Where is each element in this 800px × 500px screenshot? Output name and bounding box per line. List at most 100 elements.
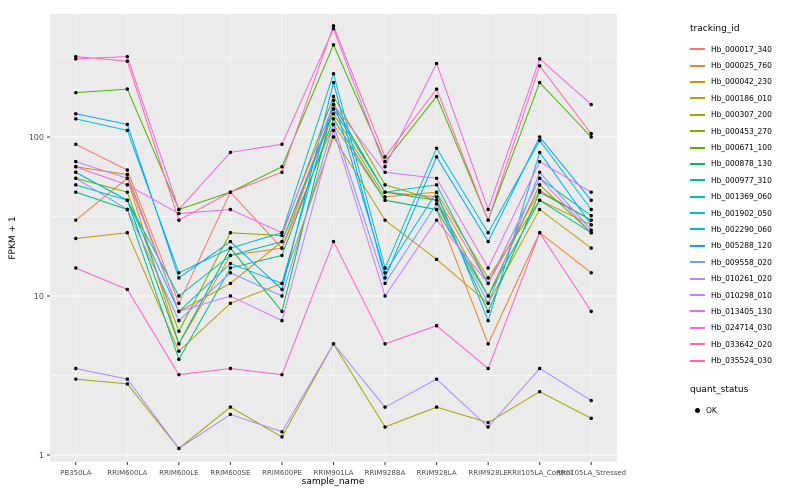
data-point	[537, 159, 542, 164]
x-tick-label: RRIM928LA	[417, 469, 457, 477]
data-point	[125, 198, 130, 202]
data-point	[125, 183, 130, 187]
data-point	[177, 276, 181, 280]
data-point	[74, 142, 78, 146]
x-tick-label: RRII105LA_Stressed	[556, 469, 626, 477]
legend-line-swatch	[690, 146, 705, 149]
data-point	[486, 366, 490, 371]
data-point	[589, 398, 593, 403]
data-point	[228, 412, 233, 417]
data-point	[125, 190, 130, 194]
legend-label: Hb_000307_200	[711, 110, 772, 120]
legend-item: Hb_024714_030	[690, 320, 798, 336]
data-point	[74, 218, 78, 222]
black-point-icon	[695, 407, 700, 413]
data-point	[74, 236, 78, 241]
legend-line-swatch	[690, 294, 705, 297]
legend-items-tracking-id: Hb_000017_340 Hb_000025_760 Hb_000042_230 H…	[690, 41, 798, 369]
legend-line-swatch	[690, 162, 705, 165]
data-point	[434, 146, 439, 150]
data-point	[589, 190, 593, 194]
legend-item: Hb_000025_760	[690, 57, 798, 73]
x-tick-label: PB350LA	[60, 469, 91, 477]
data-point	[280, 165, 284, 169]
data-point	[331, 26, 336, 31]
data-point	[177, 309, 181, 314]
data-point	[74, 377, 78, 381]
data-point	[177, 301, 181, 305]
legend-line-swatch	[690, 179, 705, 182]
data-point	[74, 183, 78, 187]
data-point	[589, 131, 593, 136]
data-point	[486, 420, 490, 425]
data-point	[434, 202, 439, 206]
legend-line-swatch	[690, 64, 705, 67]
legend-line-swatch	[690, 80, 705, 83]
data-point	[228, 366, 233, 371]
data-point	[383, 165, 387, 169]
legend-line-swatch	[690, 113, 705, 116]
legend-line-swatch	[690, 48, 705, 51]
data-point	[280, 231, 284, 235]
data-point	[434, 87, 439, 91]
data-point	[331, 342, 336, 346]
data-point	[486, 207, 490, 212]
data-point	[331, 72, 336, 76]
data-point	[383, 271, 387, 275]
data-point	[331, 135, 336, 139]
data-point	[589, 416, 593, 421]
legend-title-quant-status: quant_status	[690, 384, 749, 395]
data-point	[383, 266, 387, 270]
legend-item: Hb_010261_020	[690, 270, 798, 286]
legend-item: Hb_005288_120	[690, 238, 798, 254]
data-point	[486, 218, 490, 222]
data-point	[331, 98, 336, 103]
data-point	[537, 138, 542, 143]
data-point	[331, 117, 336, 121]
data-point	[383, 170, 387, 174]
data-point	[228, 231, 233, 235]
data-point	[280, 435, 284, 439]
legend-label: Hb_024714_030	[711, 323, 772, 333]
legend-item: Hb_000977_310	[690, 172, 798, 188]
legend-item: Hb_000017_340	[690, 41, 798, 57]
data-point	[383, 190, 387, 194]
data-point	[74, 165, 78, 169]
data-point	[486, 301, 490, 305]
data-point	[74, 170, 78, 174]
data-point	[589, 135, 593, 139]
data-point	[280, 142, 284, 146]
data-point	[589, 213, 593, 218]
legend-item: Hb_001902_050	[690, 205, 798, 221]
data-point	[331, 43, 336, 47]
legend-line-swatch	[690, 277, 705, 280]
data-point	[125, 231, 130, 235]
data-point	[280, 253, 284, 258]
data-point	[589, 198, 593, 202]
data-point	[383, 294, 387, 298]
legend-label: Hb_002290_060	[711, 224, 772, 234]
data-point	[228, 301, 233, 305]
legend-label: Hb_010261_020	[711, 274, 772, 284]
data-point	[228, 266, 233, 270]
legend-item: Hb_000186_010	[690, 90, 798, 106]
data-point	[74, 117, 78, 121]
legend-item: Hb_000453_270	[690, 123, 798, 139]
x-tick-label: RRIM600PE	[262, 469, 302, 477]
data-point	[177, 294, 181, 298]
data-point	[486, 276, 490, 280]
data-point	[383, 281, 387, 286]
data-point	[589, 228, 593, 232]
data-point	[177, 329, 181, 333]
legend-line-swatch	[690, 212, 705, 215]
data-point	[537, 176, 542, 180]
legend-item: Hb_013405_130	[690, 303, 798, 319]
data-point	[280, 170, 284, 174]
legend-line-swatch	[690, 359, 705, 362]
y-axis-title: FPKM + 1	[8, 216, 18, 260]
data-point	[125, 54, 130, 59]
legend-label: Hb_000453_270	[711, 126, 772, 136]
data-point	[331, 80, 336, 85]
data-point	[331, 102, 336, 107]
